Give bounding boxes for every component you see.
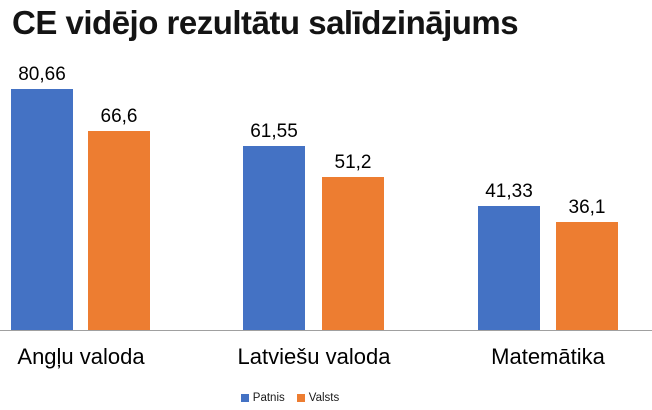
value-label-patnis-latvie-u-valoda: 61,55 <box>250 121 298 142</box>
bar-valsts-ang-u-valoda <box>88 131 150 330</box>
value-label-valsts-matem-tika: 36,1 <box>568 197 606 218</box>
category-label-matem-tika: Matemātika <box>491 344 605 369</box>
value-label-valsts-latvie-u-valoda: 51,2 <box>334 152 372 173</box>
bar-patnis-ang-u-valoda <box>11 89 73 330</box>
bar-valsts-matem-tika <box>556 222 618 330</box>
bar-valsts-latvie-u-valoda <box>322 177 384 330</box>
bar-patnis-latvie-u-valoda <box>243 146 305 330</box>
bar-patnis-matem-tika <box>478 206 540 330</box>
legend: Patnis Valsts <box>0 391 616 405</box>
category-label-latvie-u-valoda: Latviešu valoda <box>237 344 391 369</box>
legend-swatch-valsts <box>296 394 305 402</box>
value-label-valsts-ang-u-valoda: 66,6 <box>100 106 138 127</box>
legend-label-valsts: Valsts <box>308 392 340 404</box>
chart-title: CE vidējo rezultātu salīdzinājums <box>12 4 519 41</box>
legend-label-patnis: Patnis <box>252 392 285 404</box>
category-label-ang-u-valoda: Angļu valoda <box>17 344 145 369</box>
value-label-patnis-ang-u-valoda: 80,66 <box>18 64 66 85</box>
legend-swatch-patnis <box>240 394 249 402</box>
x-axis-line <box>0 330 652 331</box>
value-label-patnis-matem-tika: 41,33 <box>485 181 533 202</box>
legend-item-valsts: Valsts <box>296 392 340 404</box>
legend-item-patnis: Patnis <box>240 392 285 404</box>
